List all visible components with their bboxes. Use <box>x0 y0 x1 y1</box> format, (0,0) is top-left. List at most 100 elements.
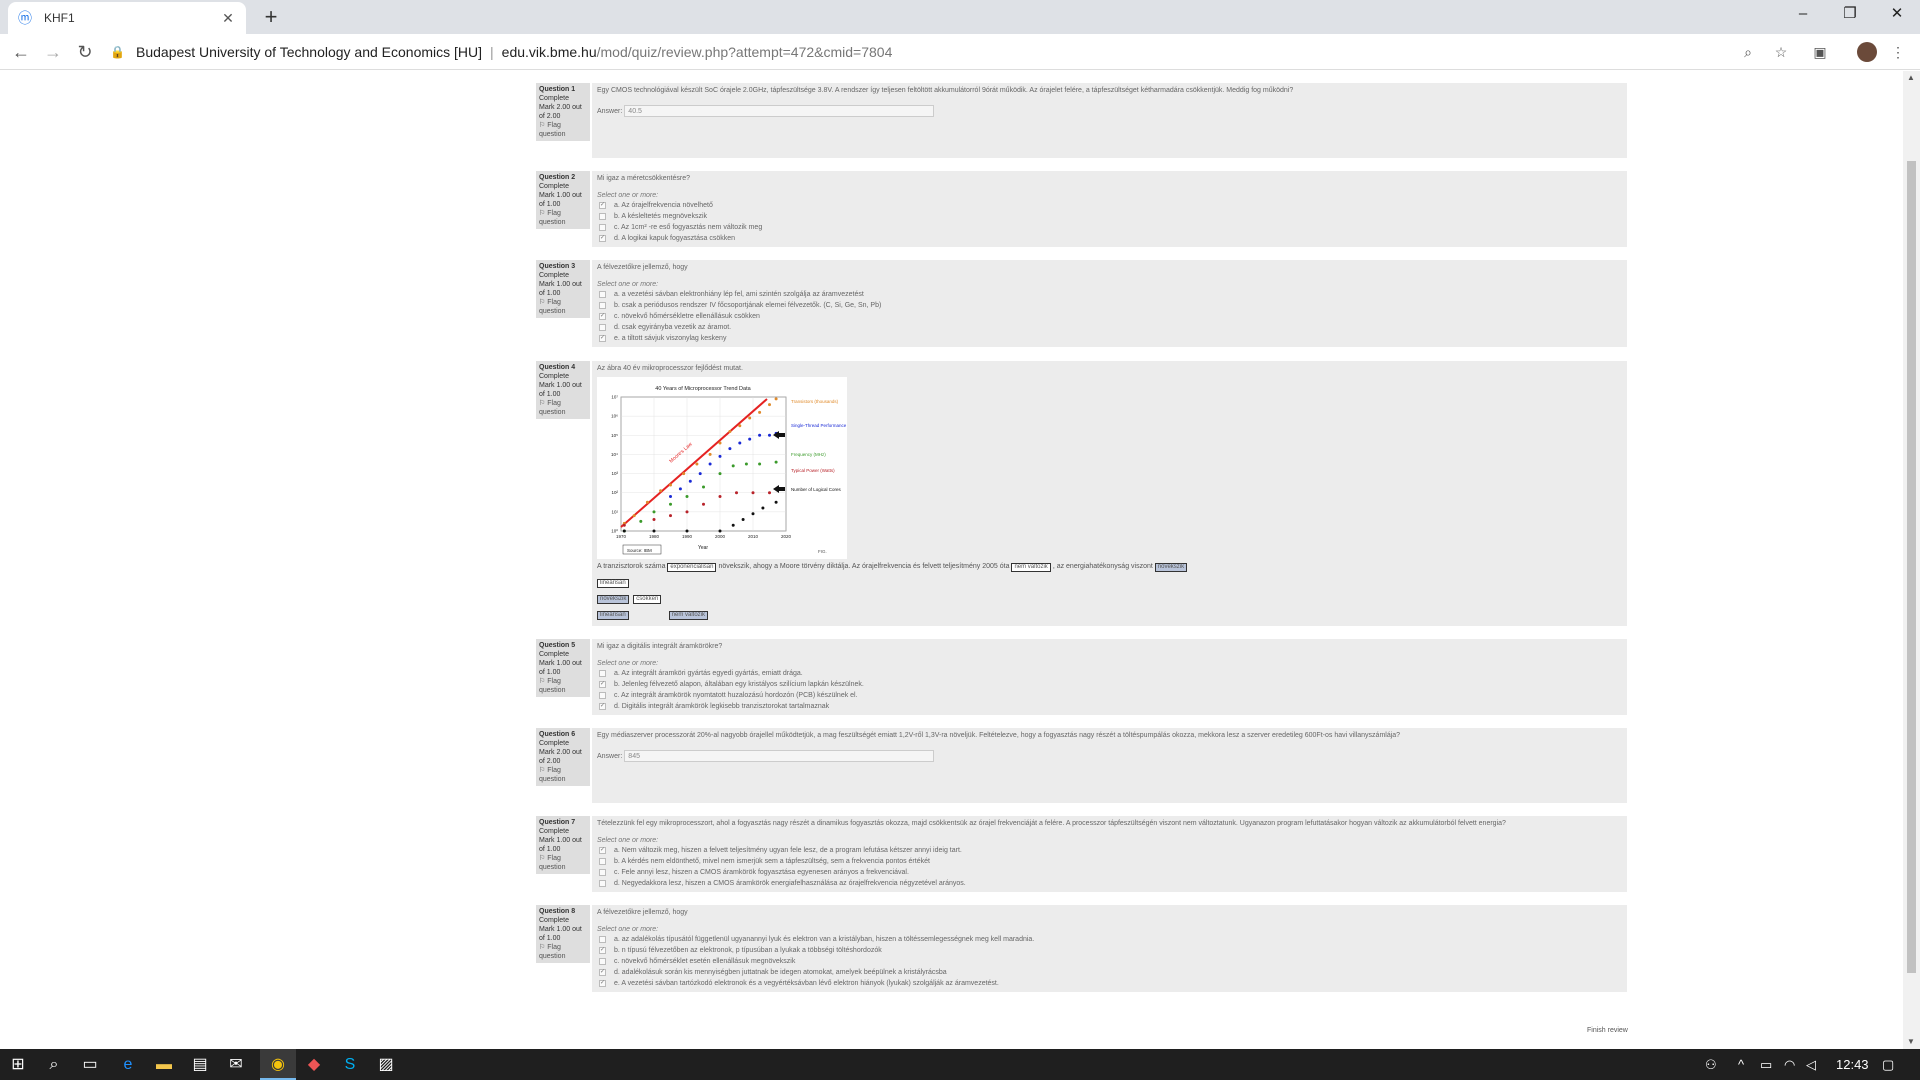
flag-question-link[interactable]: ⚐ Flag question <box>539 677 587 695</box>
mail-icon[interactable]: ✉ <box>229 1056 243 1073</box>
checkbox-icon[interactable] <box>599 936 606 943</box>
scroll-down-icon[interactable]: ▼ <box>1907 1037 1915 1046</box>
scrollbar-thumb[interactable] <box>1907 161 1916 973</box>
option-row[interactable]: ✓ a. Nem változik meg, hiszen a felvett t… <box>597 845 1622 856</box>
option-row[interactable]: b. csak a periódusos rendszer IV főcsopo… <box>597 300 1622 311</box>
flag-question-link[interactable]: ⚐ Flag question <box>539 298 587 316</box>
start-windows-icon[interactable]: ⊞ <box>11 1056 25 1073</box>
option-row[interactable]: ✓ d. A logikai kapuk fogyasztása csökken <box>597 233 1622 244</box>
checked-checkbox-icon[interactable]: ✓ <box>599 847 606 854</box>
skype-icon[interactable]: S <box>344 1056 356 1073</box>
checked-checkbox-icon[interactable]: ✓ <box>599 235 606 242</box>
option-row[interactable]: c. Az integrált áramkörök nyomtatott huz… <box>597 690 1622 701</box>
option-row[interactable]: c. Fele annyi lesz, hiszen a CMOS áramkö… <box>597 867 1622 878</box>
option-row[interactable]: c. növekvő hőmérséklet esetén ellenállás… <box>597 956 1622 967</box>
option-row[interactable]: ✓ a. Az órajelfrekvencia növelhető <box>597 200 1622 211</box>
checkbox-icon[interactable] <box>599 692 606 699</box>
drag-choice-lineárisan[interactable]: lineárisan <box>597 579 629 588</box>
flag-question-link[interactable]: ⚐ Flag question <box>539 121 587 139</box>
minimize-icon[interactable]: – <box>1798 5 1808 22</box>
flag-question-link[interactable]: ⚐ Flag question <box>539 399 587 417</box>
new-tab-icon[interactable]: + <box>264 4 278 29</box>
answer-field[interactable]: 40.5 <box>624 105 935 117</box>
checked-checkbox-icon[interactable]: ✓ <box>599 681 606 688</box>
checked-checkbox-icon[interactable]: ✓ <box>599 703 606 710</box>
people-icon[interactable]: ⚇ <box>1705 1057 1717 1072</box>
checked-checkbox-icon[interactable]: ✓ <box>599 335 606 342</box>
close-tab-icon[interactable]: ✕ <box>222 9 234 26</box>
checkbox-icon[interactable] <box>599 858 606 865</box>
option-row[interactable]: d. Negyedakkora lesz, hiszen a CMOS áram… <box>597 878 1622 889</box>
option-row[interactable]: b. A kérdés nem eldönthető, mivel nem is… <box>597 856 1622 867</box>
flag-question-link[interactable]: ⚐ Flag question <box>539 854 587 872</box>
flag-question-link[interactable]: ⚐ Flag question <box>539 766 587 784</box>
forward-icon[interactable]: → <box>44 42 62 62</box>
file-explorer-icon[interactable]: ▬ <box>156 1056 172 1073</box>
restore-icon[interactable]: ❐ <box>1843 5 1857 22</box>
edge-browser-icon[interactable]: e <box>123 1056 133 1073</box>
extension-icon[interactable]: ▣ <box>1813 44 1827 60</box>
checkbox-icon[interactable] <box>599 880 606 887</box>
drop-zone-3[interactable]: növekszik <box>1154 563 1188 572</box>
chrome-taskbar-icon[interactable]: ◉ <box>260 1049 296 1080</box>
drag-choice-lineárisan[interactable]: lineárisan <box>597 611 629 620</box>
option-row[interactable]: a. a vezetési sávban elektronhiány lép f… <box>597 289 1622 300</box>
store-icon[interactable]: ▤ <box>192 1056 208 1073</box>
profile-avatar[interactable] <box>1857 42 1877 62</box>
checkbox-icon[interactable] <box>599 302 606 309</box>
wifi-icon[interactable]: ◠ <box>1784 1057 1796 1072</box>
option-row[interactable]: d. csak egyirányba vezetik az áramot. <box>597 322 1622 333</box>
clock[interactable]: 12:43 <box>1836 1057 1869 1072</box>
menu-kebab-icon[interactable]: ⋮ <box>1891 44 1905 60</box>
scroll-up-icon[interactable]: ▲ <box>1907 73 1915 82</box>
option-row[interactable]: ✓ e. A vezetési sávban tartózkodó elektro… <box>597 978 1622 989</box>
search-icon[interactable]: ⌕ <box>49 1056 59 1073</box>
drag-choice-növekszik[interactable]: növekszik <box>597 595 630 604</box>
drag-choice-nem-változik[interactable]: nem változik <box>668 611 708 620</box>
address-bar[interactable]: 🔒 Budapest University of Technology and … <box>110 39 1810 65</box>
bookmark-star-icon[interactable]: ☆ <box>1774 44 1788 60</box>
checkbox-icon[interactable] <box>599 869 606 876</box>
app-taskbar-icon[interactable]: ◆ <box>307 1056 321 1073</box>
browser-tab[interactable]: ⓜ KHF1 ✕ <box>8 2 246 34</box>
answer-field[interactable]: 845 <box>624 750 935 762</box>
checkbox-icon[interactable] <box>599 670 606 677</box>
checkbox-icon[interactable] <box>599 224 606 231</box>
option-row[interactable]: ✓ c. növekvő hőmérsékletre ellenállásuk c… <box>597 311 1622 322</box>
option-row[interactable]: ✓ d. Digitális integrált áramkörök legkis… <box>597 701 1622 712</box>
option-row[interactable]: b. A késleltetés megnövekszik <box>597 211 1622 222</box>
reload-icon[interactable]: ↻ <box>77 42 93 62</box>
option-row[interactable]: ✓ b. Jelenleg félvezető alapon, általában… <box>597 679 1622 690</box>
notifications-icon[interactable]: ▢ <box>1882 1057 1895 1072</box>
checkbox-icon[interactable] <box>599 958 606 965</box>
zoom-icon[interactable]: ⌕ <box>1744 44 1752 60</box>
option-row[interactable]: ✓ d. adalékolásuk során kis mennyiségben … <box>597 967 1622 978</box>
flag-question-link[interactable]: ⚐ Flag question <box>539 943 587 961</box>
checkbox-icon[interactable] <box>599 291 606 298</box>
option-row[interactable]: a. Az integrált áramköri gyártás egyedi … <box>597 668 1622 679</box>
option-row[interactable]: c. Az 1cm² -re eső fogyasztás nem változ… <box>597 222 1622 233</box>
volume-icon[interactable]: ◁ <box>1806 1057 1816 1072</box>
task-view-icon[interactable]: ▭ <box>82 1056 98 1073</box>
back-icon[interactable]: ← <box>12 42 30 62</box>
battery-icon[interactable]: ▭ <box>1760 1057 1773 1072</box>
page-scrollbar[interactable]: ▲ ▼ <box>1903 71 1920 1049</box>
checked-checkbox-icon[interactable]: ✓ <box>599 313 606 320</box>
drop-zone-1[interactable]: exponenciálisan <box>667 563 717 572</box>
checked-checkbox-icon[interactable]: ✓ <box>599 947 606 954</box>
checked-checkbox-icon[interactable]: ✓ <box>599 980 606 987</box>
finish-review-link[interactable]: Finish review <box>1587 1027 1628 1034</box>
close-window-icon[interactable]: ✕ <box>1890 5 1904 22</box>
flag-question-link[interactable]: ⚐ Flag question <box>539 209 587 227</box>
checked-checkbox-icon[interactable]: ✓ <box>599 202 606 209</box>
checked-checkbox-icon[interactable]: ✓ <box>599 969 606 976</box>
photos-icon[interactable]: ▨ <box>378 1056 394 1073</box>
checkbox-icon[interactable] <box>599 324 606 331</box>
tray-chevron-icon[interactable]: ^ <box>1738 1057 1745 1072</box>
option-row[interactable]: ✓ e. a tiltott sávjuk viszonylag keskeny <box>597 333 1622 344</box>
drop-zone-2[interactable]: nem változik <box>1011 563 1051 572</box>
drag-choice-csökken[interactable]: csökken <box>633 595 662 604</box>
option-row[interactable]: ✓ b. n típusú félvezetőben az elektronok,… <box>597 945 1622 956</box>
option-row[interactable]: a. az adalékolás típusától függetlenül u… <box>597 934 1622 945</box>
checkbox-icon[interactable] <box>599 213 606 220</box>
